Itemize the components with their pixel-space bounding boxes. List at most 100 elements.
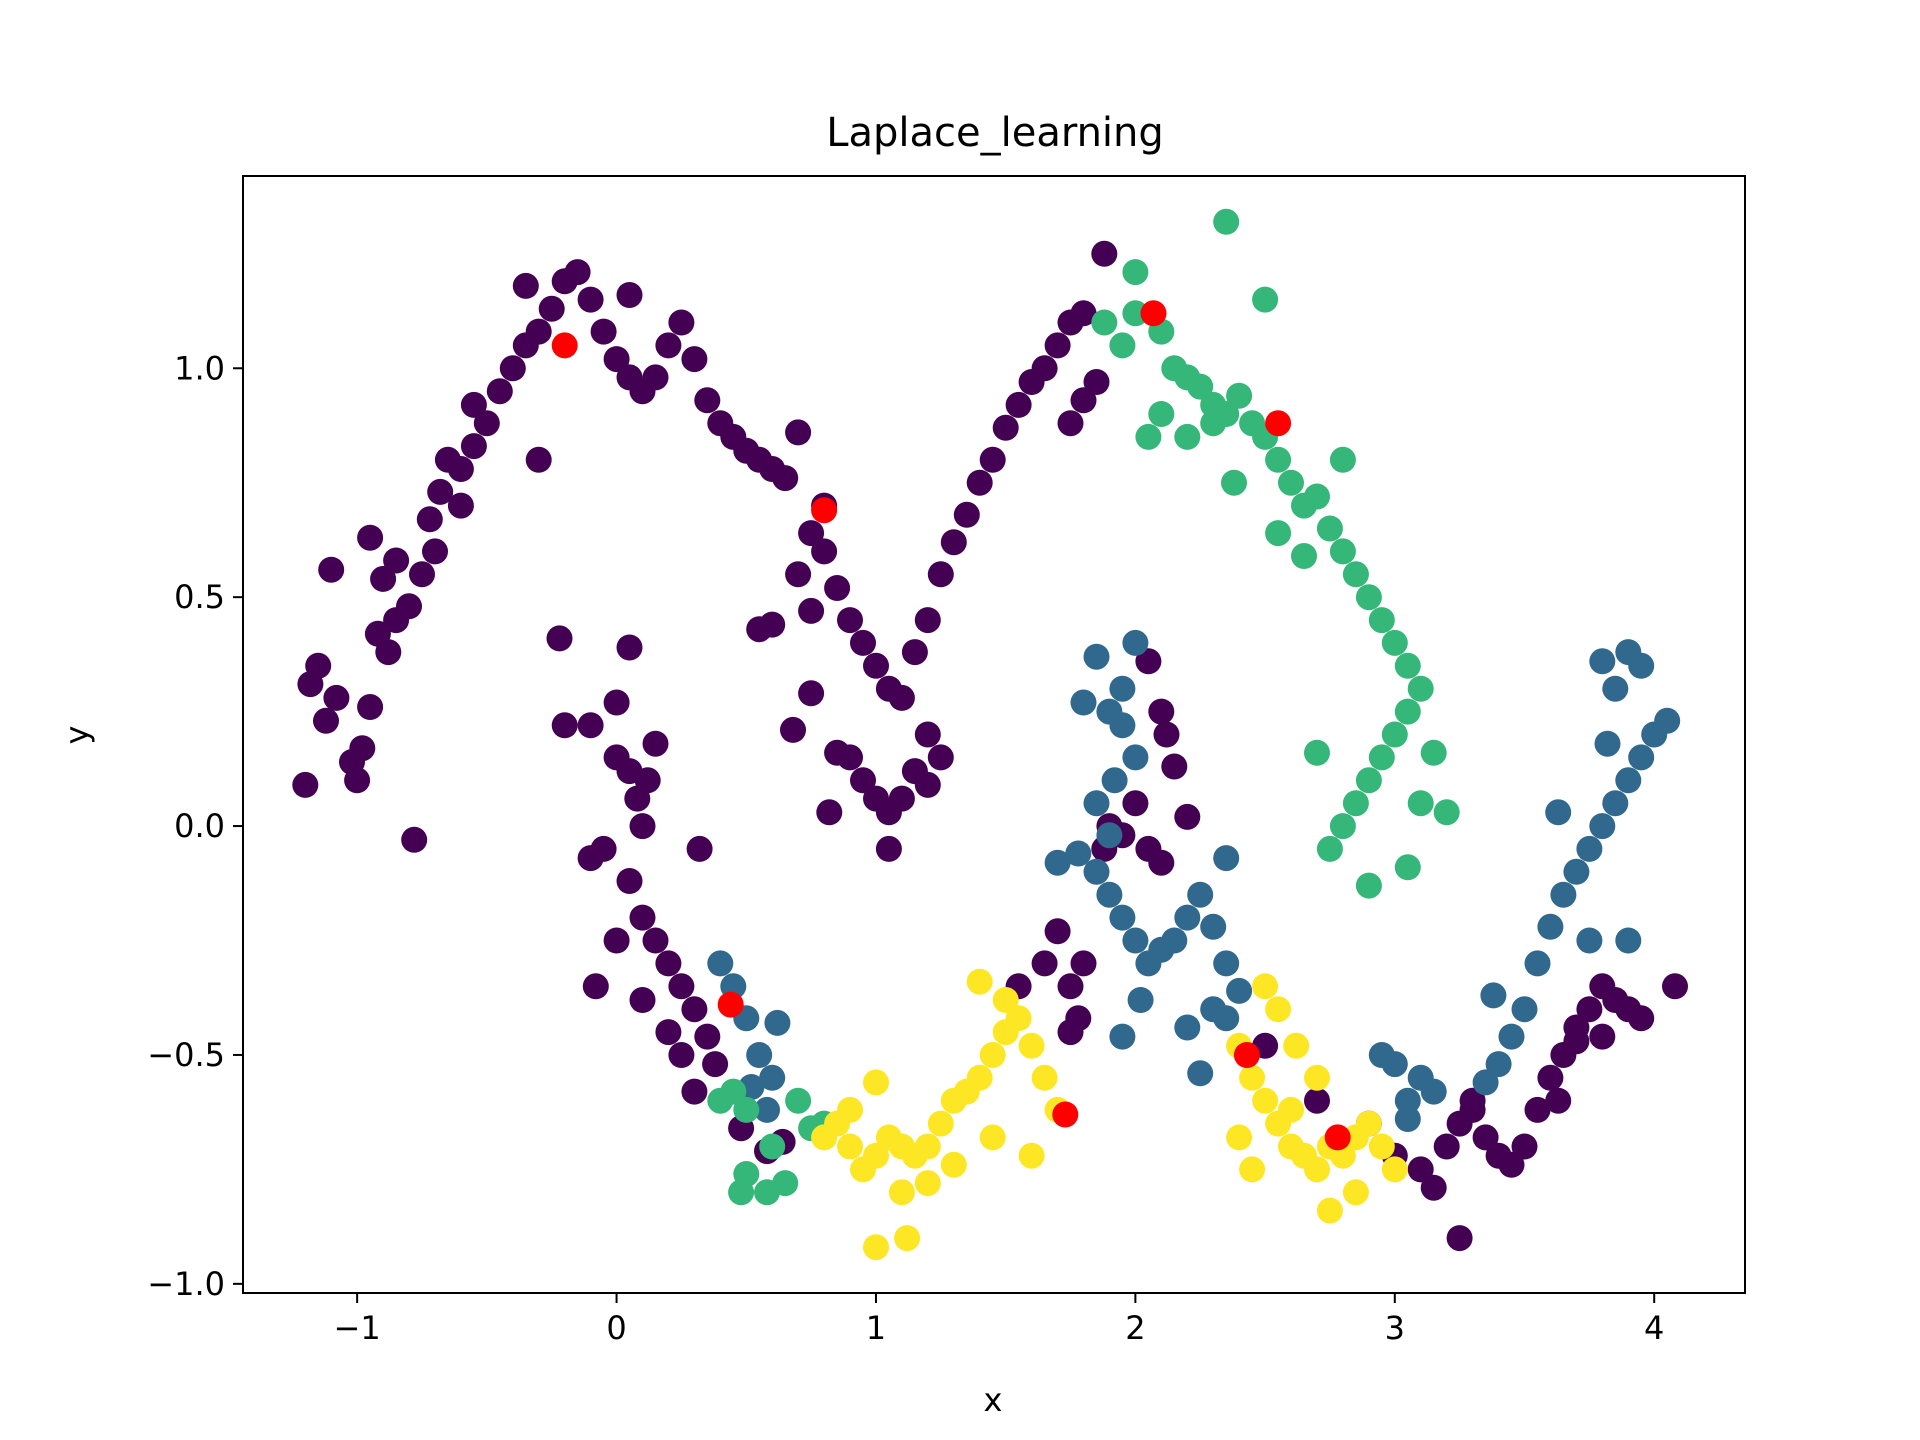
y-tick-label: 0.5: [174, 578, 225, 616]
data-point-purple: [655, 332, 682, 359]
data-point-purple: [1589, 1023, 1616, 1050]
data-point-yellow: [1252, 973, 1279, 1000]
x-tick-label: −1: [334, 1309, 381, 1347]
data-point-blue: [1187, 881, 1214, 908]
points-layer: [292, 208, 1688, 1261]
data-point-purple: [1083, 369, 1110, 395]
data-point-purple: [850, 629, 876, 656]
data-point-purple: [603, 346, 630, 373]
data-point-purple: [349, 735, 376, 762]
data-point-blue: [1589, 648, 1616, 675]
data-point-purple: [1472, 1124, 1499, 1151]
y-tick-label: −1.0: [147, 1265, 225, 1303]
data-point-purple: [427, 478, 454, 505]
data-point-purple: [655, 1019, 682, 1046]
labeled-point: [811, 497, 838, 524]
data-point-purple: [798, 597, 825, 624]
data-point-purple: [655, 950, 682, 977]
data-point-purple: [383, 547, 410, 574]
data-point-yellow: [1283, 1032, 1310, 1059]
data-point-purple: [401, 826, 428, 853]
data-point-yellow: [1265, 996, 1292, 1023]
data-point-yellow: [1239, 1064, 1266, 1091]
data-point-green: [1316, 835, 1343, 862]
data-point-purple: [1662, 973, 1688, 1000]
data-point-green: [1135, 423, 1162, 450]
data-point-blue: [1498, 1023, 1525, 1050]
data-point-purple: [344, 767, 371, 794]
data-point-purple: [473, 410, 500, 437]
data-point-purple: [1433, 1133, 1460, 1160]
data-point-purple: [875, 835, 902, 862]
data-point-purple: [1537, 1064, 1564, 1091]
data-point-blue: [1213, 950, 1240, 977]
data-point-purple: [1161, 753, 1188, 780]
data-point-blue: [1187, 1060, 1214, 1087]
data-point-blue: [1628, 652, 1655, 679]
data-point-purple: [629, 987, 656, 1013]
data-point-blue: [1174, 1014, 1201, 1041]
data-point-green: [1187, 373, 1214, 400]
data-point-yellow: [1018, 1142, 1045, 1169]
data-point-green: [1148, 401, 1175, 427]
data-point-blue: [1213, 1005, 1240, 1032]
data-point-purple: [1070, 300, 1097, 327]
data-point-purple: [577, 286, 604, 313]
data-point-purple: [824, 575, 851, 601]
data-point-green: [1109, 332, 1136, 359]
data-point-yellow: [863, 1142, 889, 1169]
data-point-yellow: [837, 1096, 863, 1123]
data-point-purple: [1057, 1019, 1084, 1046]
data-point-green: [1252, 286, 1279, 313]
data-point-purple: [927, 561, 954, 588]
data-point-purple: [1031, 950, 1058, 977]
data-point-purple: [1135, 648, 1162, 675]
data-point-green: [1316, 515, 1343, 542]
data-point-blue: [1065, 840, 1092, 867]
data-point-blue: [1109, 675, 1136, 702]
data-point-green: [1433, 799, 1460, 826]
data-point-blue: [1083, 790, 1110, 817]
data-point-green: [1091, 309, 1118, 336]
data-point-green: [1407, 790, 1434, 817]
x-tick-label: 4: [1644, 1309, 1664, 1347]
data-point-purple: [323, 684, 350, 711]
data-point-purple: [914, 607, 941, 634]
data-point-blue: [1213, 845, 1240, 872]
data-point-purple: [1057, 973, 1084, 1000]
data-point-green: [759, 1133, 786, 1160]
data-point-blue: [1381, 1051, 1408, 1078]
data-point-purple: [850, 767, 876, 794]
data-point-blue: [1654, 707, 1681, 734]
data-point-blue: [1615, 927, 1642, 954]
data-point-purple: [1005, 391, 1032, 418]
data-point-yellow: [914, 1133, 941, 1160]
data-point-purple: [927, 744, 954, 771]
y-axis-label: y: [58, 726, 96, 745]
data-point-purple: [1044, 918, 1071, 945]
data-point-blue: [1537, 913, 1564, 940]
data-point-purple: [577, 712, 604, 739]
data-point-blue: [1109, 712, 1136, 739]
data-point-purple: [992, 414, 1019, 441]
data-point-blue: [1602, 675, 1629, 702]
data-point-blue: [1394, 1087, 1421, 1114]
data-point-purple: [396, 593, 422, 620]
data-point-purple: [292, 771, 319, 798]
data-point-blue: [1480, 982, 1507, 1009]
plot-area-frame: [242, 175, 1746, 1294]
x-tick-label: 3: [1385, 1309, 1405, 1347]
data-point-green: [1329, 446, 1356, 473]
data-point-purple: [616, 868, 643, 894]
data-point-yellow: [1278, 1096, 1304, 1123]
data-point-purple: [305, 652, 332, 679]
data-point-yellow: [863, 1069, 889, 1096]
data-point-purple: [1174, 803, 1201, 830]
data-point-blue: [1044, 849, 1071, 876]
data-point-blue: [1394, 1106, 1421, 1132]
data-point-yellow: [1018, 1032, 1045, 1059]
data-point-purple: [486, 378, 513, 405]
data-point-green: [1394, 854, 1421, 881]
data-point-blue: [1200, 913, 1227, 940]
